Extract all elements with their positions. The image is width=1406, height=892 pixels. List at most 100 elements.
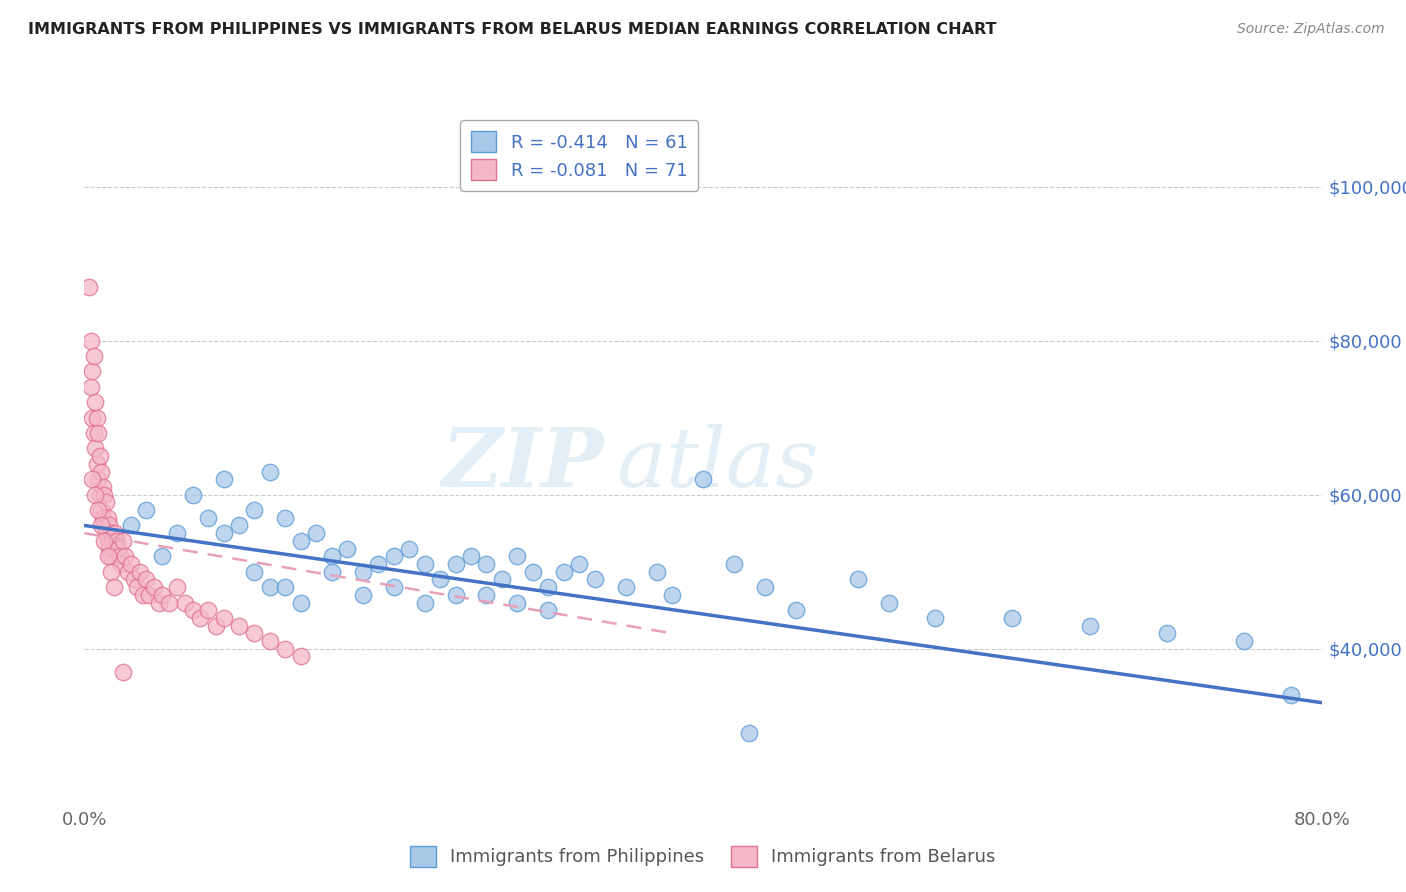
Point	[738, 726, 761, 740]
Point	[143, 580, 166, 594]
Point	[568, 557, 591, 571]
Point	[117, 565, 139, 579]
Point	[290, 649, 312, 664]
Point	[460, 549, 482, 564]
Point	[97, 549, 120, 564]
Point	[212, 611, 235, 625]
Point	[87, 503, 110, 517]
Point	[352, 565, 374, 579]
Point	[107, 541, 129, 556]
Point	[89, 488, 111, 502]
Point	[367, 557, 389, 571]
Legend: R = -0.414   N = 61, R = -0.081   N = 71: R = -0.414 N = 61, R = -0.081 N = 71	[460, 120, 699, 191]
Point	[84, 488, 107, 502]
Point	[150, 588, 173, 602]
Point	[537, 580, 560, 594]
Point	[661, 588, 683, 602]
Point	[120, 557, 142, 571]
Text: IMMIGRANTS FROM PHILIPPINES VS IMMIGRANTS FROM BELARUS MEDIAN EARNINGS CORRELATI: IMMIGRANTS FROM PHILIPPINES VS IMMIGRANT…	[28, 22, 997, 37]
Point	[352, 588, 374, 602]
Point	[243, 565, 266, 579]
Point	[86, 410, 108, 425]
Point	[429, 573, 451, 587]
Point	[97, 510, 120, 524]
Point	[614, 580, 637, 594]
Point	[212, 472, 235, 486]
Point	[105, 533, 128, 548]
Point	[100, 565, 122, 579]
Point	[398, 541, 420, 556]
Point	[259, 465, 281, 479]
Point	[877, 595, 900, 609]
Point	[84, 395, 107, 409]
Point	[103, 580, 125, 594]
Point	[125, 580, 148, 594]
Point	[91, 510, 114, 524]
Point	[444, 557, 467, 571]
Point	[506, 549, 529, 564]
Point	[553, 565, 575, 579]
Point	[754, 580, 776, 594]
Point	[148, 595, 170, 609]
Point	[87, 472, 110, 486]
Point	[93, 488, 115, 502]
Point	[181, 488, 204, 502]
Point	[243, 503, 266, 517]
Point	[274, 510, 297, 524]
Point	[93, 533, 115, 548]
Point	[723, 557, 745, 571]
Point	[114, 549, 136, 564]
Point	[94, 495, 117, 509]
Point	[159, 595, 181, 609]
Point	[444, 588, 467, 602]
Point	[1156, 626, 1178, 640]
Point	[94, 526, 117, 541]
Point	[645, 565, 668, 579]
Point	[150, 549, 173, 564]
Point	[188, 611, 212, 625]
Text: Source: ZipAtlas.com: Source: ZipAtlas.com	[1237, 22, 1385, 37]
Point	[100, 526, 122, 541]
Point	[197, 510, 219, 524]
Text: ZIP: ZIP	[441, 424, 605, 504]
Point	[104, 526, 127, 541]
Point	[259, 634, 281, 648]
Point	[382, 580, 405, 594]
Point	[491, 573, 513, 587]
Point	[228, 618, 250, 632]
Point	[174, 595, 197, 609]
Point	[103, 541, 125, 556]
Point	[79, 334, 101, 348]
Point	[90, 518, 112, 533]
Point	[475, 588, 498, 602]
Point	[785, 603, 807, 617]
Point	[122, 573, 145, 587]
Point	[84, 442, 107, 456]
Point	[90, 503, 112, 517]
Legend: Immigrants from Philippines, Immigrants from Belarus: Immigrants from Philippines, Immigrants …	[404, 838, 1002, 874]
Point	[413, 595, 436, 609]
Point	[336, 541, 359, 556]
Point	[413, 557, 436, 571]
Point	[506, 595, 529, 609]
Point	[181, 603, 204, 617]
Point	[212, 526, 235, 541]
Point	[129, 565, 152, 579]
Point	[1001, 611, 1024, 625]
Point	[82, 472, 104, 486]
Point	[108, 549, 131, 564]
Point	[83, 349, 105, 363]
Point	[82, 364, 104, 378]
Point	[321, 565, 343, 579]
Point	[104, 533, 127, 548]
Point	[110, 557, 132, 571]
Point	[98, 518, 121, 533]
Point	[89, 449, 111, 463]
Point	[537, 603, 560, 617]
Point	[91, 480, 114, 494]
Point	[522, 565, 544, 579]
Point	[83, 425, 105, 440]
Point	[924, 611, 946, 625]
Point	[97, 533, 120, 548]
Point	[243, 626, 266, 640]
